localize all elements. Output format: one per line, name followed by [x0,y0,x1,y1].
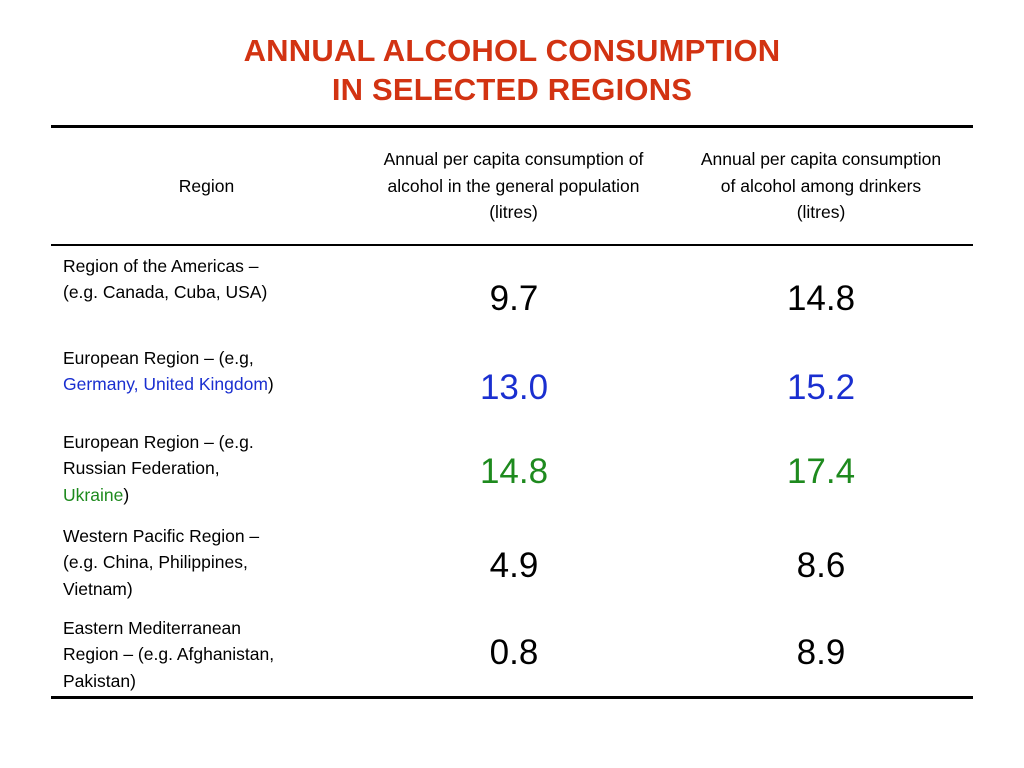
slide-title: ANNUAL ALCOHOL CONSUMPTION IN SELECTED R… [0,31,1024,109]
region-line: (e.g. Canada, Cuba, USA) [63,282,268,302]
table-top-rule [51,125,973,128]
region-line: Eastern Mediterranean [63,617,242,638]
drinkers-value: 8.6 [796,545,846,585]
region-line: European Region – (e.g, [63,347,254,368]
region-close-paren: ) [123,484,130,505]
table-header-row: Region Annual per capita consumption of … [51,128,973,244]
region-cell: Western Pacific Region – (e.g. China, Ph… [63,523,353,603]
region-line: Western Pacific Region – [63,525,260,546]
region-countries: Germany, United Kingdom [63,374,268,394]
region-line: Ukraine) [63,482,353,509]
region-line: European Region – (e.g. [63,431,254,452]
header-region: Region [178,175,235,196]
region-line: Germany, United Kingdom) [63,371,353,398]
table-row: European Region – (e.g, Germany, United … [51,338,973,422]
general-population-value: 0.8 [489,632,539,672]
region-line: Vietnam) [63,578,133,599]
region-line: Pakistan) [63,670,136,691]
region-line: Russian Federation, [63,458,220,478]
general-population-value: 13.0 [479,367,549,407]
slide-title-line-2: IN SELECTED REGIONS [331,72,693,107]
region-cell: European Region – (e.g, Germany, United … [63,345,353,398]
general-population-value: 4.9 [489,545,539,585]
table-row: European Region – (e.g. Russian Federati… [51,422,973,516]
table-row: Western Pacific Region – (e.g. China, Ph… [51,516,973,608]
header-general-population: Annual per capita consumption of alcohol… [383,149,644,223]
drinkers-value: 17.4 [786,451,856,491]
region-cell: European Region – (e.g. Russian Federati… [63,429,353,509]
region-line: Region – (e.g. Afghanistan, [63,644,275,664]
drinkers-value: 15.2 [786,367,856,407]
table-row: Eastern Mediterranean Region – (e.g. Afg… [51,608,973,696]
region-countries: Ukraine [63,484,124,505]
region-cell: Eastern Mediterranean Region – (e.g. Afg… [63,615,353,695]
table-bottom-rule [51,695,973,699]
region-line: (e.g. China, Philippines, [63,552,248,572]
drinkers-value: 8.9 [796,632,846,672]
general-population-value: 14.8 [479,451,549,491]
region-cell: Region of the Americas – (e.g. Canada, C… [63,253,353,306]
header-drinkers: Annual per capita consumption of alcohol… [700,149,942,223]
table-header-rule [51,244,973,246]
consumption-table: Region Annual per capita consumption of … [51,125,973,699]
slide-title-line-1: ANNUAL ALCOHOL CONSUMPTION [243,33,781,68]
region-close-paren: ) [267,374,274,394]
drinkers-value: 14.8 [786,278,856,318]
general-population-value: 9.7 [489,278,539,318]
table-row: Region of the Americas – (e.g. Canada, C… [51,246,973,338]
region-line: Region of the Americas – [63,255,259,276]
